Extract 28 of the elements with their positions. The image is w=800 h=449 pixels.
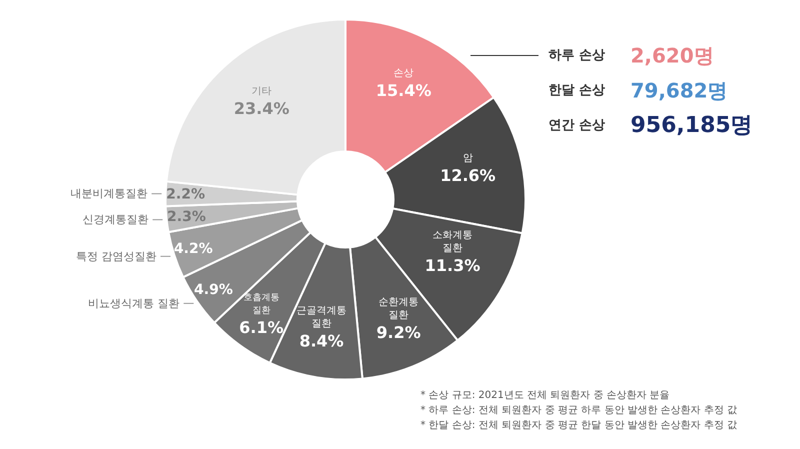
slice-label: 근골격계통 질환: [296, 305, 347, 330]
data-label: 4.9%: [194, 282, 233, 298]
data-label: 23.4%: [234, 98, 290, 118]
text: * 손상 규모: 2021년도 전체 퇴원환자 중 손상환자 분율: [420, 390, 670, 401]
text: * 하루 손상: 전체 퇴원환자 중 평균 하루 동안 발생한 손상환자 추정 값: [420, 405, 738, 416]
slice-label: 특정 감염성질환: [76, 250, 157, 263]
slice-label: 내분비계통질환: [70, 187, 148, 200]
data-label: 8.4%: [299, 331, 344, 350]
text: * 한달 손상: 전체 퇴원환자 중 평균 한달 동안 발생한 손상환자 추정 값: [420, 420, 738, 431]
text: 한달 손상 79,682명: [548, 78, 728, 102]
slice-label: 소화계통 질환: [432, 230, 472, 254]
slice-label: 기타: [252, 86, 272, 97]
data-label: 9.2%: [376, 323, 421, 342]
data-label: 11.3%: [424, 256, 480, 276]
slice-label: 호흡계통 질환: [243, 293, 280, 316]
data-label: 6.1%: [239, 318, 284, 338]
slice-label: 신경계통질환: [82, 213, 149, 226]
slice-label: 손상: [394, 68, 414, 79]
slice-label: 암: [462, 152, 473, 164]
text: 하루 손상 2,620명: [548, 44, 714, 68]
data-label: 4.2%: [174, 240, 213, 257]
data-label: 2.3%: [167, 209, 206, 226]
data-label: 12.6%: [440, 166, 496, 185]
slice-label: 순환계통 질환: [378, 297, 419, 322]
data-label: 15.4%: [376, 80, 432, 100]
slice-label: 비뇨생식계통 질환: [88, 296, 180, 310]
data-label: 2.2%: [166, 186, 205, 202]
text: 연간 손상 956,185명: [548, 113, 753, 138]
